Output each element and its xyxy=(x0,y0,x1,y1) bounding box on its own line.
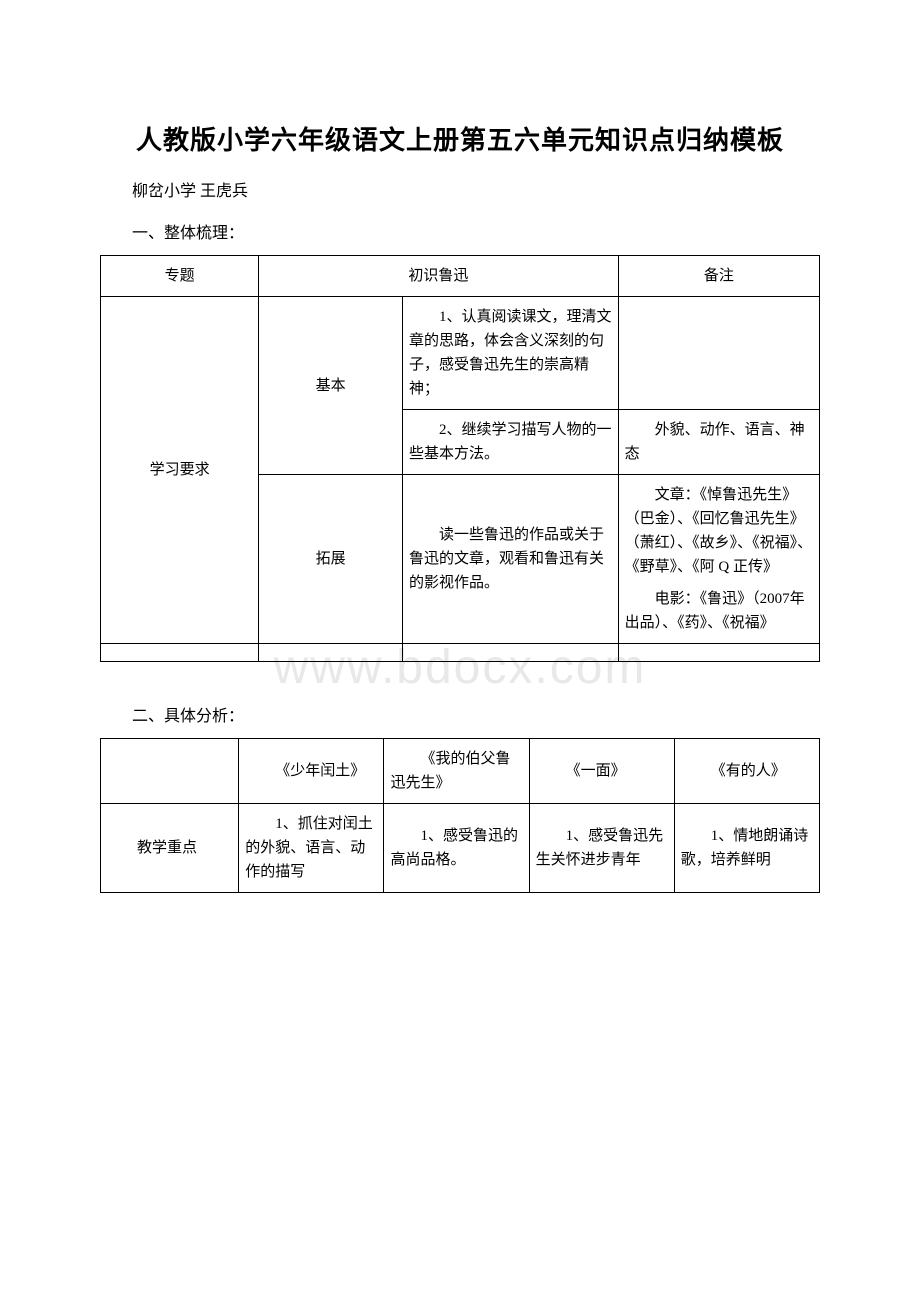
cell-basic-item1-note xyxy=(618,297,819,410)
cell-basic-item2-note: 外貌、动作、语言、神态 xyxy=(618,410,819,475)
cell-expand-content: 读一些鲁迅的作品或关于鲁迅的文章，观看和鲁迅有关的影视作品。 xyxy=(402,475,618,644)
table-1: 专题 初识鲁迅 备注 学习要求 基本 1、认真阅读课文，理清文章的思路，体会含义… xyxy=(100,255,820,662)
page-title: 人教版小学六年级语文上册第五六单元知识点归纳模板 xyxy=(100,120,820,157)
empty-cell xyxy=(618,644,819,662)
cell-teaching-focus-c5: 1、情地朗诵诗歌，培养鲜明 xyxy=(674,804,819,893)
table-2-header-row: 《少年闰土》 《我的伯父鲁迅先生》 《一面》 《有的人》 xyxy=(101,739,820,804)
table-2-header-c2: 《少年闰土》 xyxy=(239,739,384,804)
cell-teaching-focus-label: 教学重点 xyxy=(101,804,239,893)
table-2-header-c4: 《一面》 xyxy=(529,739,674,804)
table-2-header-empty xyxy=(101,739,239,804)
table-1-header-row: 专题 初识鲁迅 备注 xyxy=(101,256,820,297)
table-2-header-c3: 《我的伯父鲁迅先生》 xyxy=(384,739,529,804)
section-1-heading: 一、整体梳理： xyxy=(100,219,820,243)
table-row: 学习要求 基本 1、认真阅读课文，理清文章的思路，体会含义深刻的句子，感受鲁迅先… xyxy=(101,297,820,410)
cell-expand-label: 拓展 xyxy=(259,475,403,644)
section-2-heading: 二、具体分析： xyxy=(100,702,820,726)
table-row-empty xyxy=(101,644,820,662)
subtitle-author: 柳岔小学 王虎兵 xyxy=(100,177,820,201)
cell-basic-label: 基本 xyxy=(259,297,403,475)
cell-teaching-focus-c2: 1、抓住对闰土的外貌、语言、动作的描写 xyxy=(239,804,384,893)
cell-study-requirement: 学习要求 xyxy=(101,297,259,644)
expand-note-p2: 电影：《鲁迅》（2007年出品）、《药》、《祝福》 xyxy=(625,587,813,635)
table-row: 教学重点 1、抓住对闰土的外貌、语言、动作的描写 1、感受鲁迅的高尚品格。 1、… xyxy=(101,804,820,893)
empty-cell xyxy=(101,644,259,662)
table-1-header-col4: 备注 xyxy=(618,256,819,297)
table-2-header-c5: 《有的人》 xyxy=(674,739,819,804)
expand-note-p1: 文章：《悼鲁迅先生》（巴金）、《回忆鲁迅先生》（萧红）、《故乡》、《祝福》、《野… xyxy=(625,483,813,579)
cell-teaching-focus-c4: 1、感受鲁迅先生关怀进步青年 xyxy=(529,804,674,893)
empty-cell xyxy=(402,644,618,662)
empty-cell xyxy=(259,644,403,662)
table-2: 《少年闰土》 《我的伯父鲁迅先生》 《一面》 《有的人》 教学重点 1、抓住对闰… xyxy=(100,738,820,893)
cell-basic-item1: 1、认真阅读课文，理清文章的思路，体会含义深刻的句子，感受鲁迅先生的崇高精神； xyxy=(402,297,618,410)
table-1-header-col2: 初识鲁迅 xyxy=(259,256,618,297)
cell-basic-item2: 2、继续学习描写人物的一些基本方法。 xyxy=(402,410,618,475)
cell-expand-note: 文章：《悼鲁迅先生》（巴金）、《回忆鲁迅先生》（萧红）、《故乡》、《祝福》、《野… xyxy=(618,475,819,644)
cell-teaching-focus-c3: 1、感受鲁迅的高尚品格。 xyxy=(384,804,529,893)
table-1-header-col1: 专题 xyxy=(101,256,259,297)
